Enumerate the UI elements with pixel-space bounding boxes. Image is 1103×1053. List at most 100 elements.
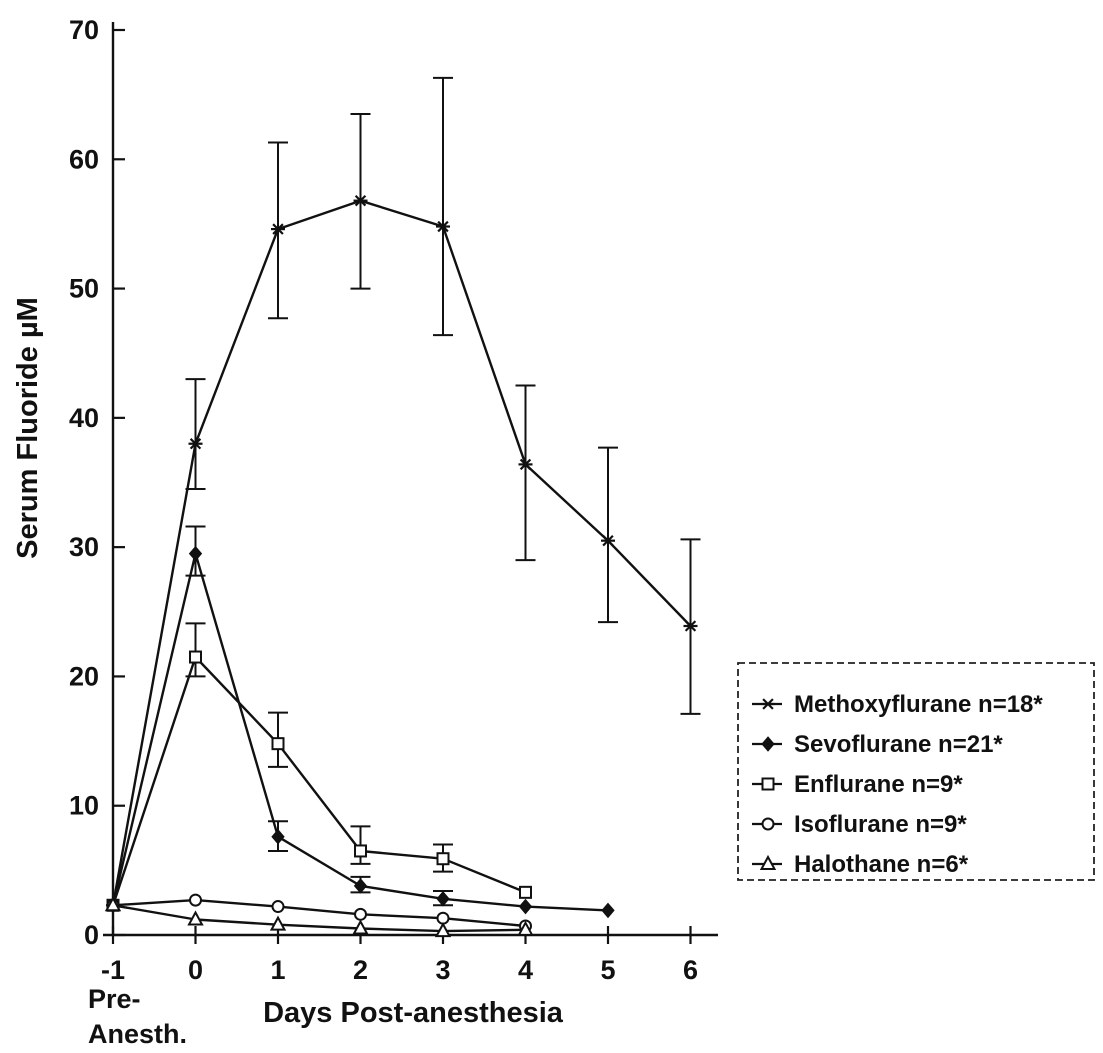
legend-entry: Halothane n=6* bbox=[752, 851, 969, 878]
data-point bbox=[271, 828, 285, 845]
series-line bbox=[112, 904, 526, 933]
legend-marker bbox=[761, 817, 775, 831]
legend-marker bbox=[761, 698, 775, 710]
square-shape bbox=[436, 852, 450, 866]
legend-label: Methoxyflurane n=18* bbox=[794, 691, 1043, 718]
y-tick-label: 50 bbox=[69, 274, 99, 304]
diamond-shape bbox=[188, 545, 203, 562]
triangle-shape bbox=[759, 854, 777, 870]
asterisk-stroke bbox=[519, 458, 532, 471]
series-line bbox=[111, 199, 692, 906]
square-shape bbox=[189, 650, 202, 664]
asterisk-stroke bbox=[602, 535, 614, 547]
series-circle bbox=[106, 893, 532, 933]
data-point bbox=[269, 915, 287, 931]
asterisk-stroke bbox=[762, 698, 774, 710]
data-point bbox=[353, 878, 368, 894]
square-shape bbox=[519, 885, 532, 899]
y-tick-label: 10 bbox=[69, 791, 99, 821]
asterisk-stroke bbox=[437, 220, 449, 233]
asterisk-stroke bbox=[684, 620, 697, 632]
data-point bbox=[601, 535, 615, 547]
data-point bbox=[189, 650, 202, 664]
y-tick-label: 70 bbox=[69, 15, 99, 45]
error-bar bbox=[185, 378, 206, 490]
x-tick-label: 2 bbox=[353, 955, 368, 985]
triangle-shape bbox=[517, 920, 534, 936]
diamond-shape bbox=[353, 878, 368, 894]
x-tick-label: 4 bbox=[518, 955, 533, 985]
legend-label: Halothane n=6* bbox=[794, 851, 969, 878]
diamond-shape bbox=[271, 828, 285, 845]
plot-area bbox=[104, 76, 701, 938]
triangle-shape bbox=[434, 922, 452, 938]
data-point bbox=[434, 922, 452, 938]
x-tick-label: 6 bbox=[683, 955, 698, 985]
series-triangle bbox=[104, 896, 534, 938]
legend-marker bbox=[759, 854, 777, 870]
series-asterisk bbox=[106, 76, 701, 911]
data-point bbox=[518, 898, 533, 915]
x-tick-label: 1 bbox=[270, 955, 285, 985]
data-point bbox=[518, 458, 533, 471]
data-point bbox=[271, 737, 285, 751]
square-shape bbox=[761, 777, 775, 791]
error-bar bbox=[598, 446, 618, 624]
x-tick-label: 5 bbox=[600, 955, 615, 985]
x-tick-label: -1 bbox=[101, 955, 125, 985]
series-line bbox=[111, 655, 526, 906]
data-point bbox=[517, 920, 534, 936]
data-point bbox=[601, 902, 615, 919]
x-tick-label: 0 bbox=[188, 955, 203, 985]
legend-label: Isoflurane n=9* bbox=[794, 811, 967, 838]
legend-label: Sevoflurane n=21* bbox=[794, 731, 1003, 758]
pre-anesthesia-label-line2: Anesth. bbox=[88, 1019, 187, 1049]
asterisk-stroke bbox=[272, 223, 284, 235]
diamond-shape bbox=[601, 902, 615, 919]
triangle-shape bbox=[104, 896, 122, 912]
legend-marker bbox=[761, 736, 775, 752]
y-tick-label: 20 bbox=[69, 661, 99, 691]
legend-box bbox=[737, 662, 1095, 881]
triangle-shape bbox=[269, 915, 287, 931]
x-axis-ticks: -1 0 1 2 3 4 5 6 bbox=[101, 926, 698, 985]
data-point bbox=[188, 545, 203, 562]
legend-entry: Sevoflurane n=21* bbox=[752, 731, 1003, 758]
x-tick-label: 3 bbox=[435, 955, 450, 985]
data-point bbox=[519, 885, 532, 899]
circle-shape bbox=[271, 900, 285, 914]
y-tick-label: 0 bbox=[84, 920, 99, 950]
error-bar bbox=[515, 384, 536, 562]
series-line bbox=[112, 898, 526, 928]
triangle-shape bbox=[352, 919, 369, 935]
data-point bbox=[271, 900, 285, 914]
data-point bbox=[354, 907, 367, 921]
diamond-shape bbox=[436, 891, 450, 907]
data-point bbox=[104, 896, 122, 912]
circle-shape bbox=[189, 893, 202, 907]
triangle-shape bbox=[187, 910, 204, 926]
data-point bbox=[353, 194, 368, 207]
x-axis-title: Days Post-anesthesia bbox=[263, 997, 564, 1029]
legend-entry: Isoflurane n=9* bbox=[752, 811, 967, 838]
y-tick-label: 60 bbox=[69, 144, 99, 174]
legend: Methoxyflurane n=18* Sevoflurane n=21* Enf… bbox=[737, 662, 1095, 881]
data-point bbox=[187, 910, 204, 926]
square-shape bbox=[271, 737, 285, 751]
y-tick-label: 40 bbox=[69, 403, 99, 433]
data-point bbox=[271, 223, 285, 235]
circle-shape bbox=[761, 817, 775, 831]
y-axis-ticks: 0 10 20 30 40 50 60 70 bbox=[69, 15, 125, 950]
data-point bbox=[352, 919, 369, 935]
circle-shape bbox=[354, 907, 367, 921]
error-bar bbox=[433, 76, 453, 337]
asterisk-stroke bbox=[189, 438, 202, 450]
data-point bbox=[436, 852, 450, 866]
data-point bbox=[436, 220, 450, 233]
data-point bbox=[189, 893, 202, 907]
diamond-shape bbox=[761, 736, 775, 752]
legend-label: Enflurane n=9* bbox=[794, 771, 963, 798]
legend-marker bbox=[761, 777, 775, 791]
data-point bbox=[683, 620, 698, 632]
